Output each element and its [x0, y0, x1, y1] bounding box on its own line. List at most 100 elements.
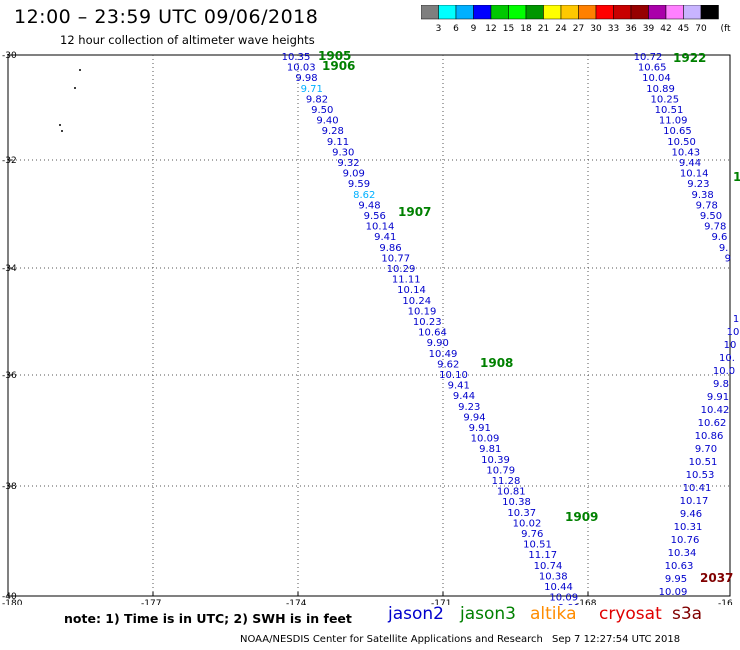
wave-height-value: 10.81: [497, 487, 526, 498]
wave-height-value: 11.17: [528, 550, 557, 561]
wave-height-value: 9.8: [713, 379, 729, 390]
wave-height-value: 9.50: [700, 211, 722, 222]
wave-height-value: 10.09: [471, 434, 500, 445]
wave-height-value: 9.38: [691, 190, 713, 201]
wave-height-value: 9.40: [316, 116, 338, 127]
footer-credit: NOAA/NESDIS Center for Satellite Applica…: [240, 634, 543, 645]
pass-time-label: 1: [733, 170, 740, 184]
wave-height-value: 10.89: [646, 84, 675, 95]
map-subtitle: 12 hour collection of altimeter wave hei…: [60, 33, 315, 47]
wave-height-value: 10.43: [671, 147, 700, 158]
wave-height-value: 10.23: [413, 317, 442, 328]
wave-height-value: 10.0: [713, 366, 735, 377]
wave-height-value: 10.74: [534, 561, 563, 572]
wave-height-value: 10.51: [655, 105, 684, 116]
color-tick-label: 42: [660, 24, 671, 34]
wave-height-value: 10.29: [387, 264, 416, 275]
color-tick-label: 24: [555, 24, 567, 34]
wave-height-value: 10.62: [698, 418, 727, 429]
wave-height-value: 10.53: [686, 470, 715, 481]
island-dot: [79, 69, 81, 71]
wave-height-value: 9.41: [448, 381, 470, 392]
wave-height-value: 10.64: [418, 328, 447, 339]
track-jason2-east-ascending: 1 10 10 10. 10.0 9.8 9.91 10.42 10.62 10.86 9.70 10…: [659, 314, 740, 598]
wave-height-value: 9.41: [374, 232, 396, 243]
satellite-altika: altika: [530, 604, 577, 624]
footer-timestamp: Sep 7 12:27:54 UTC 2018: [552, 634, 681, 645]
color-swatch: [700, 5, 719, 20]
wave-height-value: 9.44: [453, 391, 475, 402]
wave-height-value: 9.56: [364, 211, 386, 222]
wave-height-value: 10.49: [429, 349, 458, 360]
wave-height-value: 9.90: [427, 338, 449, 349]
satellite-cryosat: cryosat: [599, 604, 662, 624]
wave-height-value: 10.86: [695, 431, 724, 442]
wave-height-value: 10.37: [507, 508, 536, 519]
wave-height-value: 11.11: [392, 275, 421, 286]
pass-time-label: 1909: [565, 510, 598, 524]
wave-height-value: 9.23: [687, 179, 709, 190]
pass-time-label: 2037: [700, 571, 733, 585]
satellite-s3a: s3a: [672, 604, 703, 624]
longitude-label: -177: [141, 599, 161, 605]
wave-height-value: 10.34: [668, 548, 697, 559]
wave-height-value: 9.91: [558, 603, 580, 605]
wave-height-value: 10.25: [650, 94, 679, 105]
longitude-label: -168: [576, 599, 597, 605]
wave-height-value: 9.62: [437, 359, 459, 370]
longitude-label: -174: [286, 599, 307, 605]
wave-height-map: -30 -32 -34 -36 -38 -40-180 -177 -174 -171 -168 -1…: [2, 49, 740, 605]
wave-height-value: 10.51: [523, 540, 552, 551]
track-jason2-west: 10.3510.039.989.719.829.509.409.289.119.…: [282, 52, 580, 605]
wave-height-value: 10.31: [674, 522, 703, 533]
wave-height-value: 9.11: [327, 137, 349, 148]
wave-height-value: 9.91: [469, 423, 491, 434]
latitude-label: -36: [2, 371, 17, 381]
wave-height-value: 9: [725, 253, 731, 264]
wave-height-value: 11.09: [659, 116, 688, 127]
wave-height-value: 10.77: [381, 253, 410, 264]
color-tick-label: 70: [695, 24, 707, 34]
wave-height-value: 9.23: [458, 402, 480, 413]
wave-height-value: 9.70: [695, 444, 717, 455]
wave-height-value: 10.76: [671, 535, 700, 546]
wave-height-value: 9.30: [332, 147, 354, 158]
color-tick-label: 36: [625, 24, 637, 34]
wave-height-value: 10.02: [513, 518, 542, 529]
wave-height-value: 9.76: [521, 529, 543, 540]
pass-time-label: 1907: [398, 205, 431, 219]
wave-height-value: 10.51: [689, 457, 718, 468]
wave-height-value: 10.14: [366, 222, 395, 233]
wave-height-value: 9.59: [348, 179, 370, 190]
longitude-label: -180: [2, 599, 23, 605]
longitude-label: -171: [431, 599, 451, 605]
wave-height-value: 10: [724, 340, 737, 351]
units-note: note: 1) Time is in UTC; 2) SWH is in fe…: [64, 611, 352, 626]
pass-time-label: 1906: [322, 59, 355, 73]
wave-height-value: 10.09: [659, 587, 688, 598]
satellite-jason2: jason2: [388, 604, 444, 624]
wave-height-value: 9.46: [680, 509, 702, 520]
wave-height-value: 9.50: [311, 105, 333, 116]
wave-height-value: 10.39: [481, 455, 510, 466]
latitude-label: -34: [2, 264, 17, 274]
wave-height-value: 10.10: [439, 370, 468, 381]
wave-height-value: 10.03: [287, 63, 316, 74]
color-tick-label: 6: [453, 24, 459, 34]
wave-height-value: 9.82: [306, 94, 328, 105]
latitude-label: -40: [2, 592, 17, 602]
color-tick-label: 3: [436, 24, 442, 34]
pass-time-label: 1905: [318, 49, 351, 63]
color-tick-label: 21: [538, 24, 549, 34]
wave-height-value: 9.28: [322, 126, 344, 137]
latitude-label: -30: [2, 51, 17, 61]
wave-height-value: 10.41: [683, 483, 712, 494]
wave-height-value: 9.86: [379, 243, 401, 254]
map-title: 12:00 – 23:59 UTC 09/06/2018: [14, 6, 319, 28]
map-frame: [7, 54, 731, 597]
color-tick-label: 45: [678, 24, 689, 34]
satellite-jason3: jason3: [460, 604, 516, 624]
wave-height-value: 10.38: [502, 497, 531, 508]
island-dot: [59, 124, 61, 126]
wave-height-value: 10.42: [701, 405, 730, 416]
